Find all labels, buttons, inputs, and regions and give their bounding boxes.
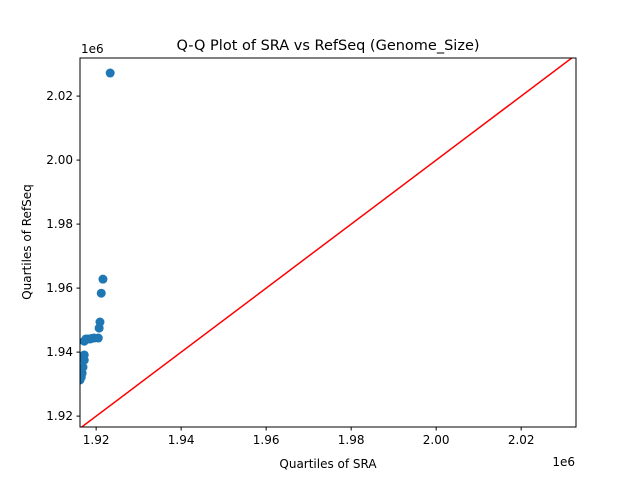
x-tick-label: 2.02 (508, 433, 535, 447)
y-tick-label: 1.96 (46, 281, 73, 295)
y-tick-label: 1.94 (46, 345, 73, 359)
x-tick-label: 1.92 (83, 433, 110, 447)
data-point (96, 288, 106, 298)
data-point (95, 317, 105, 327)
data-point (105, 68, 115, 78)
data-point (80, 350, 89, 360)
x-tick-label: 1.98 (338, 433, 365, 447)
data-point (98, 274, 108, 284)
x-axis-label: Quartiles of SRA (279, 457, 377, 471)
y-tick-label: 2.00 (46, 153, 73, 167)
axes-frame (79, 57, 577, 428)
y-axis-label: Quartiles of RefSeq (20, 184, 34, 300)
y-tick-label: 1.92 (46, 409, 73, 423)
x-offset-label: 1e6 (552, 455, 575, 469)
x-tick-label: 2.00 (423, 433, 450, 447)
x-tick-label: 1.96 (253, 433, 280, 447)
y-tick-label: 1.98 (46, 217, 73, 231)
y-tick-label: 2.02 (46, 89, 73, 103)
x-tick-label: 1.94 (168, 433, 195, 447)
data-point (80, 362, 88, 372)
chart-title: Q-Q Plot of SRA vs RefSeq (Genome_Size) (176, 38, 479, 54)
y-offset-label: 1e6 (81, 42, 104, 56)
data-point (93, 333, 103, 343)
reference-line (80, 58, 573, 427)
